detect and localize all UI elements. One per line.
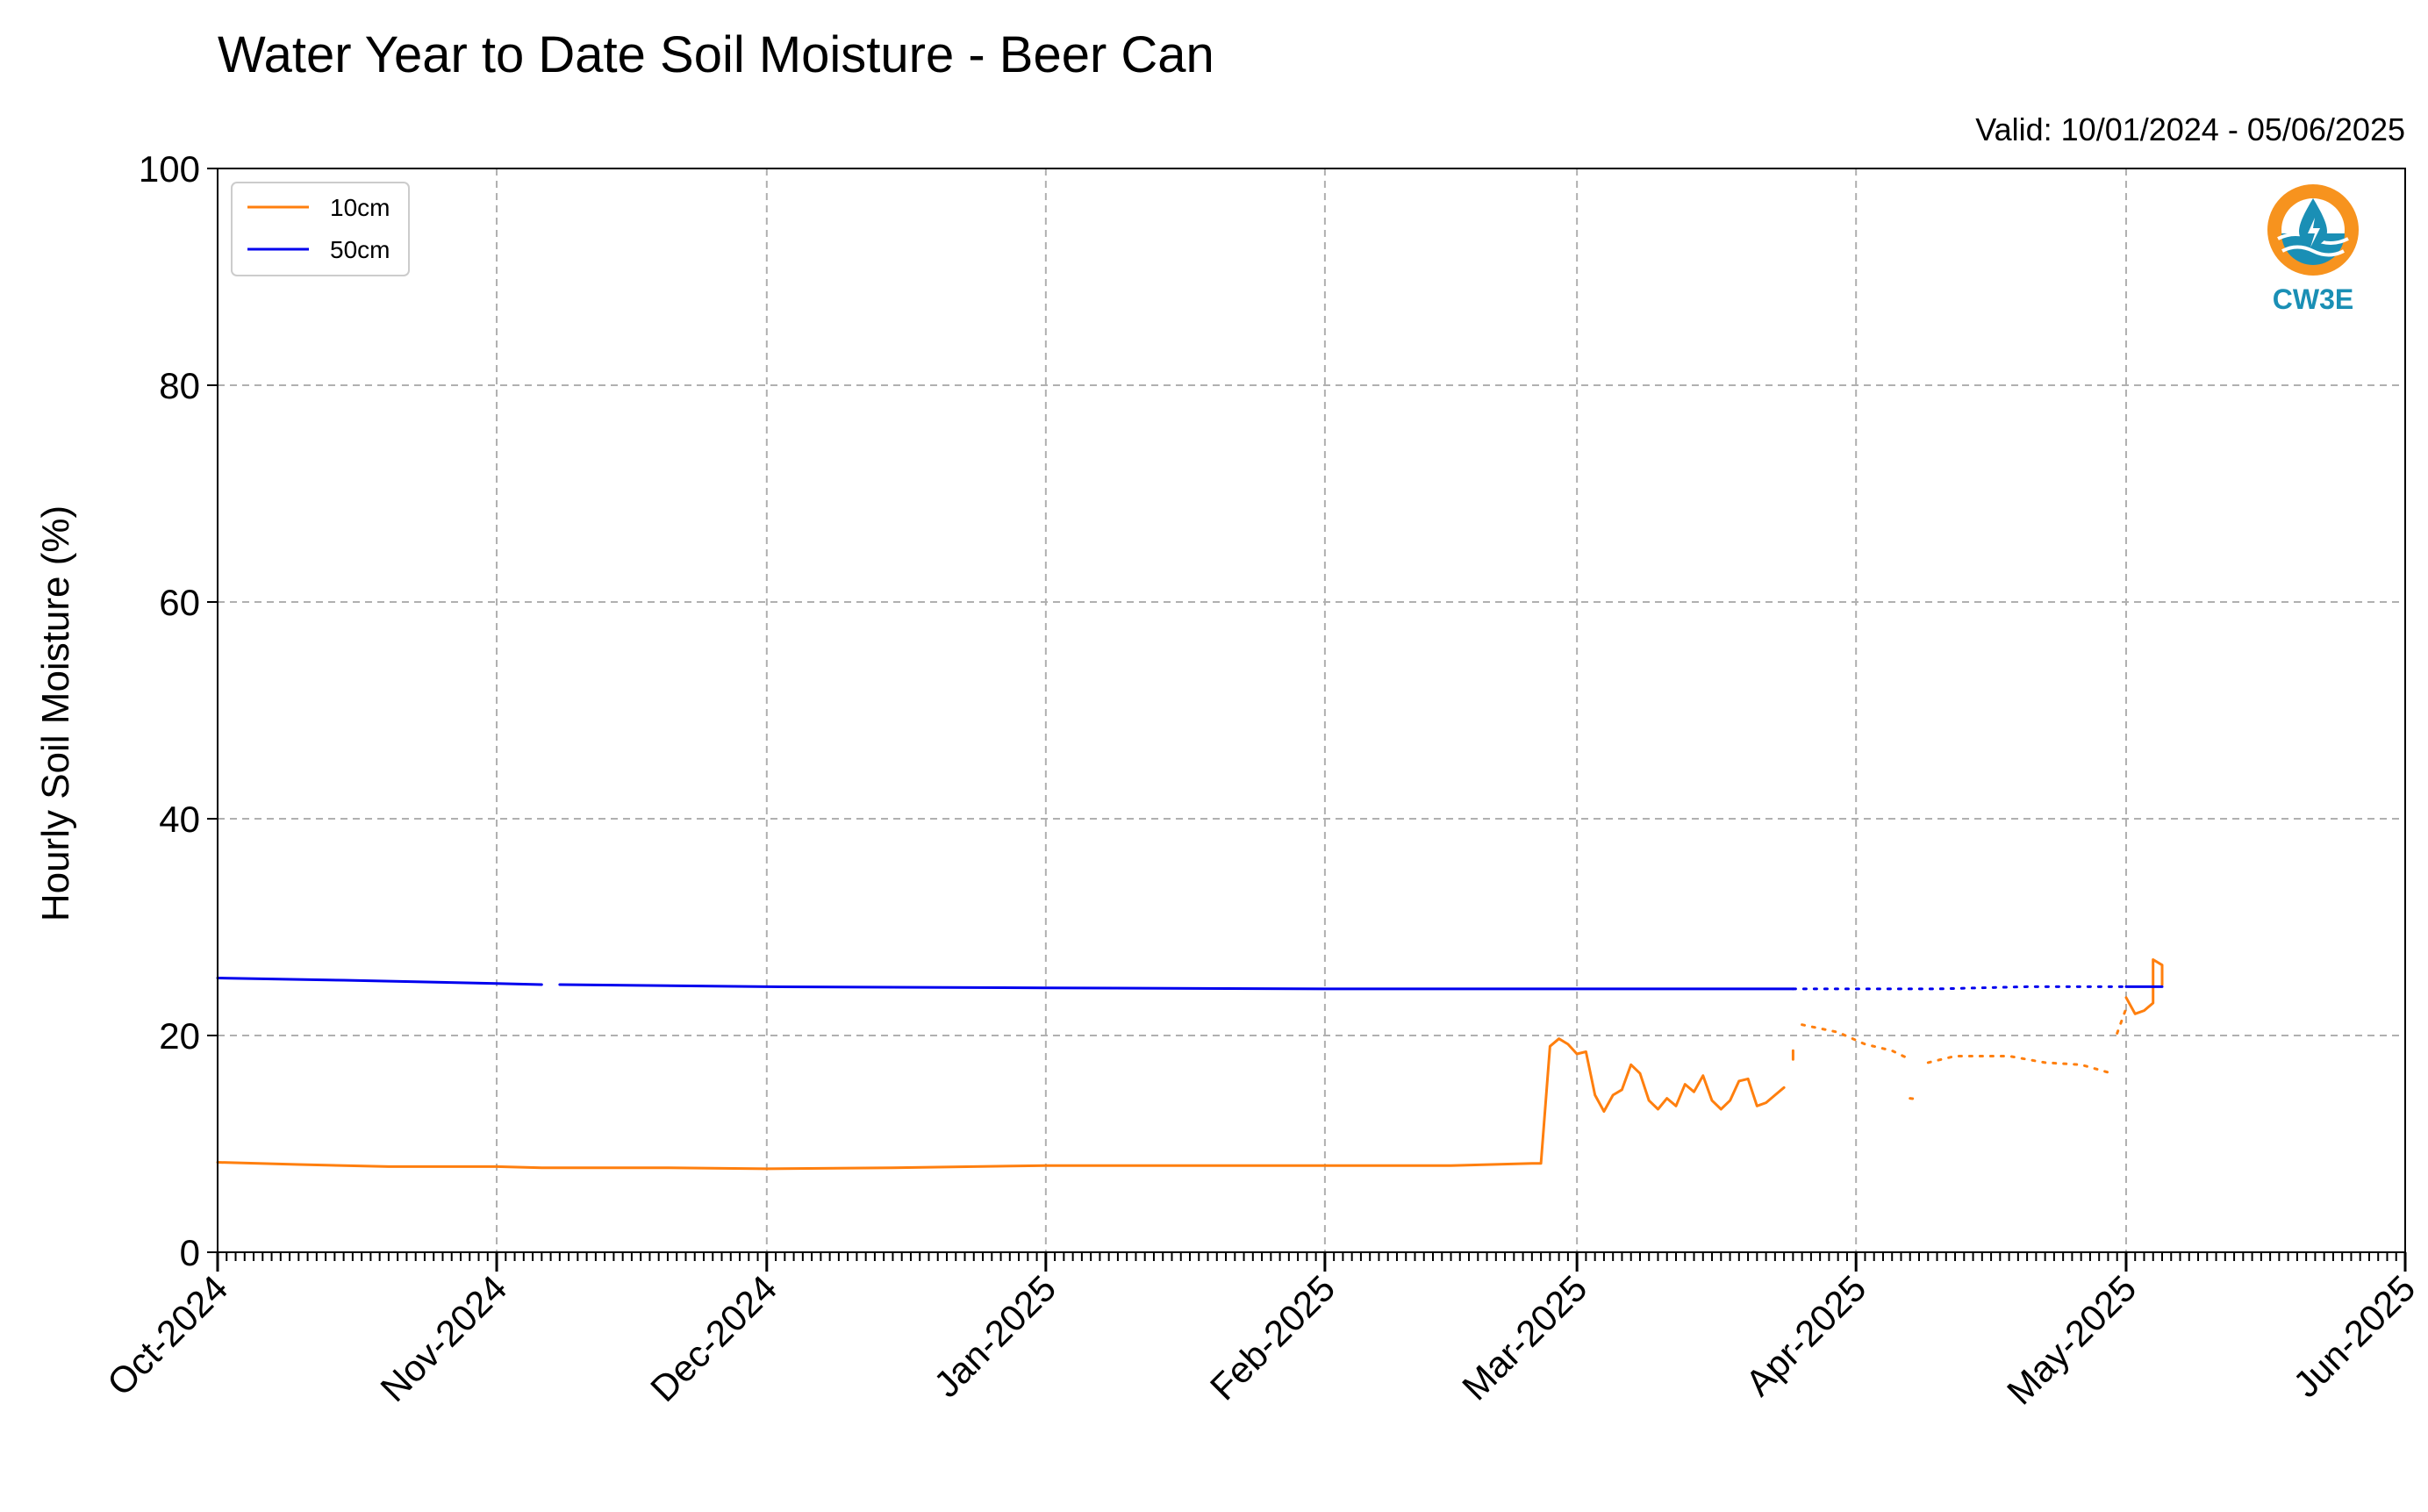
chart-subtitle: Valid: 10/01/2024 - 05/06/2025 [1975,111,2405,147]
y-tick-label-0: 0 [180,1232,200,1273]
series-lines [216,958,2164,1171]
legend-label-10cm: 10cm [330,194,390,221]
x-axis-ticks: Oct-2024 Nov-2024 Dec-2024 Jan-2025 Feb-2025… [99,1252,2423,1412]
series-10cm-segment-3 [1909,1097,1921,1101]
x-tick-label-May-2025: May-2025 [1999,1267,2144,1412]
x-tick-label-Jun-2025: Jun-2025 [2285,1267,2423,1405]
plot-frame [217,168,2406,1253]
y-tick-label-80: 80 [159,365,200,406]
series-10cm-segment-5 [2116,1007,2128,1035]
y-tick-label-60: 60 [159,582,200,623]
x-tick-label-Jan-2025: Jan-2025 [926,1267,1064,1405]
x-tick-label-Nov-2024: Nov-2024 [372,1267,514,1409]
series-10cm-segment-6 [2124,958,2164,1015]
legend-label-50cm: 50cm [330,236,390,263]
series-10cm-segment-0 [216,1037,1786,1171]
x-tick-label-Mar-2025: Mar-2025 [1454,1267,1594,1408]
y-tick-label-100: 100 [139,148,200,190]
y-axis-ticks: 0 20 40 60 80 100 [139,148,218,1273]
x-tick-label-Apr-2025: Apr-2025 [1737,1267,1873,1403]
chart-title: Water Year to Date Soil Moisture - Beer … [218,26,1214,83]
legend: 10cm 50cm [231,182,410,276]
y-tick-label-20: 20 [159,1015,200,1057]
x-tick-label-Feb-2025: Feb-2025 [1202,1267,1343,1408]
cw3e-logo: CW3E [2267,184,2359,315]
cw3e-logo-text: CW3E [2273,283,2353,315]
x-minor-ticks [226,1252,2397,1261]
y-axis-label: Hourly Soil Moisture (%) [34,505,77,921]
series-50cm-segment-0 [216,977,543,986]
x-tick-label-Dec-2024: Dec-2024 [642,1267,784,1409]
cw3e-logo-icon [2267,184,2359,276]
series-10cm-segment-2 [1801,1023,1912,1061]
series-50cm-segment-1 [558,983,1794,991]
series-10cm-segment-4 [1926,1055,2109,1074]
y-tick-label-40: 40 [159,799,200,840]
x-tick-label-Oct-2024: Oct-2024 [99,1267,235,1403]
series-50cm-segment-2 [1791,985,2128,991]
grid-lines [218,168,2405,1252]
